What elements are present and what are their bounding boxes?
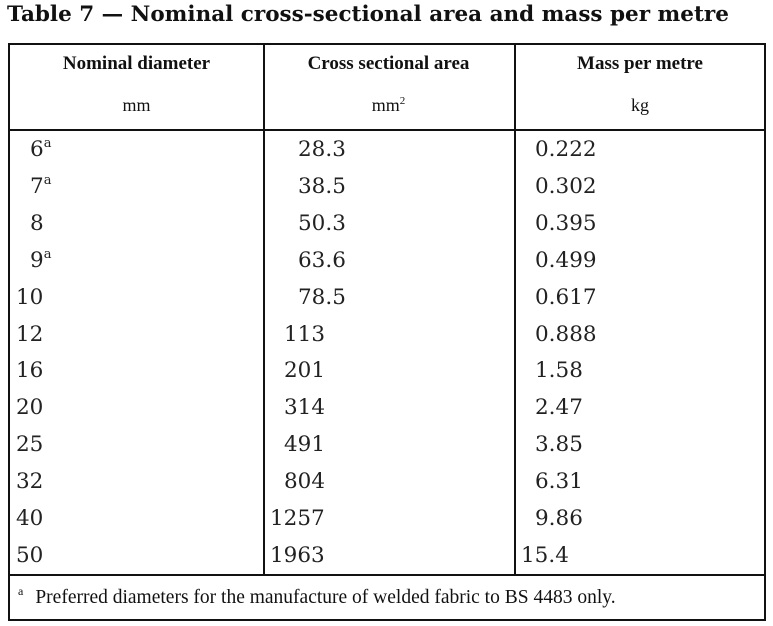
cell-cross-sectional-area: 1257 (270, 506, 325, 531)
cell-cross-sectional-area: 78.5 (298, 284, 346, 310)
cell-mass-per-metre: 0.888 (535, 321, 597, 347)
cell-mass-per-metre: 3.85 (535, 432, 583, 458)
cell-nominal-diameter: 40 (16, 506, 44, 531)
cell-mass-per-metre: 0.617 (535, 284, 597, 310)
cell-cross-sectional-area: 491 (284, 432, 326, 458)
cell-nominal-diameter: 25 (16, 432, 44, 458)
footnote-text: Preferred diameters for the manufacture … (35, 587, 616, 608)
cell-mass-per-metre: 2.47 (535, 395, 583, 421)
cell-cross-sectional-area: 28.3 (298, 137, 346, 162)
cell-mass-per-metre: 15.4 (521, 542, 569, 568)
cell-cross-sectional-area: 201 (284, 358, 326, 384)
cell-nominal-diameter: 20 (16, 395, 44, 421)
table-title: Table 7 — Nominal cross-sectional area a… (7, 2, 729, 27)
cell-nominal-diameter: 8 (30, 210, 44, 236)
unit-mass-per-metre: kg (631, 95, 649, 115)
column-divider (514, 45, 516, 574)
cell-cross-sectional-area: 804 (284, 469, 326, 495)
cell-nominal-diameter: 16 (16, 358, 44, 384)
cell-cross-sectional-area: 1963 (270, 542, 325, 568)
column-divider (263, 45, 265, 574)
footnote-divider (10, 574, 764, 576)
cell-cross-sectional-area: 50.3 (298, 210, 346, 236)
cell-nominal-diameter: 32 (16, 469, 44, 495)
cell-cross-sectional-area: 38.5 (298, 173, 346, 199)
header-divider (10, 129, 764, 131)
data-table: Nominal diameter Cross sectional area Ma… (8, 43, 766, 621)
unit-nominal-diameter: mm (122, 95, 151, 115)
footnote-ref-mark: a (43, 246, 52, 262)
cell-mass-per-metre: 6.31 (535, 469, 583, 495)
cell-mass-per-metre: 0.222 (535, 137, 597, 162)
cell-mass-per-metre: 0.395 (535, 210, 597, 236)
cell-mass-per-metre: 1.58 (535, 358, 583, 384)
cell-mass-per-metre: 0.499 (535, 247, 597, 273)
cell-nominal-diameter: 9a (30, 246, 52, 273)
footnote: a Preferred diameters for the manufacture… (18, 584, 616, 609)
header-mass-per-metre: Mass per metre (577, 53, 703, 74)
header-cross-sectional-area: Cross sectional area (307, 53, 470, 74)
footnote-mark: a (18, 584, 24, 598)
cell-nominal-diameter: 7a (30, 172, 52, 199)
footnote-ref-mark: a (43, 136, 52, 151)
cell-nominal-diameter: 10 (16, 284, 44, 310)
cell-cross-sectional-area: 314 (284, 395, 326, 421)
unit-cross-sectional-area: mm2 (371, 95, 406, 115)
header-nominal-diameter: Nominal diameter (62, 53, 211, 74)
footnote-ref-mark: a (43, 172, 52, 188)
cell-nominal-diameter: 12 (16, 321, 44, 347)
cell-nominal-diameter: 50 (16, 542, 44, 568)
cell-cross-sectional-area: 63.6 (298, 247, 346, 273)
cell-mass-per-metre: 9.86 (535, 506, 583, 531)
cell-cross-sectional-area: 113 (284, 321, 326, 347)
cell-mass-per-metre: 0.302 (535, 173, 597, 199)
cell-nominal-diameter: 6a (30, 136, 52, 162)
